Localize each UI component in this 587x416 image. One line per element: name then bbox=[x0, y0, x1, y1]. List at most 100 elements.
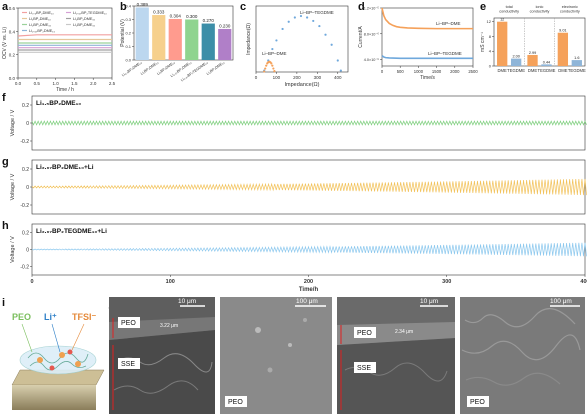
y-tick-label: -0.2 bbox=[20, 139, 29, 145]
scatter-point bbox=[293, 16, 296, 19]
category-label: TEGDME bbox=[568, 68, 586, 73]
category-label: TEGDME bbox=[538, 68, 556, 73]
electrode-slab-front bbox=[12, 385, 96, 410]
chart-d: 0 500 1000 1500 2000 2500 1.2×10⁻⁵ 8.0×10⁻⁶ 4.0×… bbox=[358, 7, 478, 82]
scatter-point bbox=[299, 14, 303, 18]
y-tick-label: 0.6 bbox=[9, 6, 16, 11]
scatter-point bbox=[270, 62, 273, 65]
bar-value-label: 9.01 bbox=[559, 29, 566, 33]
y-tick-label: 0 bbox=[26, 248, 29, 254]
series-line bbox=[381, 7, 473, 30]
legend-entry: Li₂BP₂DME₁₀ bbox=[73, 17, 96, 21]
category-label: TEGDME bbox=[507, 68, 525, 73]
scatter-point bbox=[324, 33, 327, 36]
x-tick-label: 2.5 bbox=[109, 81, 116, 86]
sem-texture bbox=[465, 372, 561, 386]
x-tick-label: 1.5 bbox=[71, 81, 78, 86]
scatter-point bbox=[287, 20, 290, 23]
y-tick-label: 1.2×10⁻⁵ bbox=[364, 7, 380, 11]
panel-letter-b: b bbox=[120, 1, 127, 13]
group-label: conductivity bbox=[530, 10, 550, 14]
scatter-point bbox=[336, 59, 339, 62]
category-label: Li₀.₅BP₂DME₁₀ bbox=[121, 60, 143, 77]
y-tick-label: 0.4 bbox=[125, 4, 131, 9]
scatter-point bbox=[312, 19, 315, 23]
scatter-point bbox=[265, 64, 268, 67]
panel-title: Li₂.₆₇BP₂TEGDME₁₀+Li bbox=[36, 228, 107, 235]
plot-frame bbox=[493, 17, 586, 67]
category-label: DME bbox=[558, 68, 568, 73]
schematic-label-peo: PEO bbox=[12, 312, 31, 322]
scatter-point bbox=[275, 39, 278, 42]
scatter-point bbox=[318, 24, 321, 28]
panel-letter-d: d bbox=[358, 1, 365, 13]
bar-value-label: 0.270 bbox=[203, 18, 215, 23]
y-tick-label: 0.2 bbox=[22, 167, 29, 173]
x-tick-label: 0.0 bbox=[15, 81, 22, 86]
thickness-label: 2.34 μm bbox=[395, 329, 413, 335]
bar-value-label: 12 bbox=[500, 18, 504, 22]
sem-texture bbox=[267, 367, 273, 373]
scatter-point bbox=[330, 43, 333, 46]
voltage-trace bbox=[31, 242, 587, 257]
scatter-point bbox=[264, 67, 267, 70]
y-axis-label: Voltage / V bbox=[10, 236, 16, 263]
bar-value-label: 1.6 bbox=[574, 56, 579, 60]
y-tick-label: -0.2 bbox=[20, 265, 29, 271]
sem-background bbox=[460, 297, 585, 414]
bar bbox=[557, 32, 569, 66]
legend-entry: Li₂.₆₇BP₂DME₁₀ bbox=[29, 29, 56, 33]
x-tick-label: 0 bbox=[255, 75, 258, 80]
y-tick-label: 0.0 bbox=[125, 58, 131, 63]
bar-value-label: 2.99 bbox=[529, 51, 536, 55]
panel-letter-a: a bbox=[2, 1, 9, 13]
y-axis-label: mS cm⁻¹ bbox=[480, 32, 486, 52]
y-tick-label: 0.2 bbox=[125, 31, 131, 36]
panel-title: Li₂.₆₇BP₂DME₁₀+Li bbox=[36, 164, 94, 171]
bar-value-label: 0.300 bbox=[186, 14, 198, 19]
sem-background bbox=[220, 297, 332, 414]
group-label: total bbox=[506, 5, 513, 9]
y-tick-label: 0 bbox=[26, 185, 29, 191]
bar bbox=[135, 7, 149, 60]
plot-frame bbox=[31, 95, 586, 151]
y-tick-label: 0.0 bbox=[9, 76, 16, 81]
schematic-label-tfsi: TFSI⁻ bbox=[72, 312, 96, 322]
legend-entry: Li₂BP₂DME₁₀ bbox=[29, 23, 52, 27]
bar bbox=[152, 15, 166, 61]
scale-bar-label: 100 μm bbox=[296, 298, 318, 305]
y-axis-label: Potential (V) bbox=[120, 19, 126, 47]
group-label: ionic bbox=[536, 5, 544, 9]
bar bbox=[497, 21, 508, 67]
panel-letter-h: h bbox=[2, 220, 9, 232]
x-tick-label: 400 bbox=[334, 75, 342, 80]
bar-value-label: 0.44 bbox=[543, 60, 550, 64]
category-label: DME bbox=[498, 68, 508, 73]
legend-entry: Li₁BP₂DME₁₀ bbox=[29, 17, 51, 21]
layer-label-box bbox=[467, 396, 489, 407]
x-tick-label: 1500 bbox=[432, 69, 442, 74]
layer-label-box bbox=[354, 327, 376, 338]
bar bbox=[218, 28, 232, 60]
bar bbox=[510, 58, 522, 66]
x-tick-label: 1.0 bbox=[52, 81, 59, 86]
sem-texture bbox=[113, 380, 199, 394]
voltage-trace bbox=[31, 178, 587, 196]
sem-image-l: 10 μm PEO SSE 2.34 μm bbox=[337, 297, 455, 414]
bar bbox=[571, 60, 582, 66]
sem-image-k: 100 μm PEO bbox=[220, 297, 332, 414]
scale-bar-label: 10 μm bbox=[178, 298, 196, 305]
legend-entry: Li₀.₅BP₂DME₁₀ bbox=[29, 11, 54, 15]
pointer-line bbox=[21, 323, 33, 353]
x-axis-label: Impedance(Ω) bbox=[285, 82, 320, 88]
series-label: Li–BP–DME bbox=[436, 21, 461, 26]
layer-label-box bbox=[118, 358, 140, 369]
scatter-point bbox=[271, 47, 274, 51]
sem-texture bbox=[464, 308, 576, 328]
x-tick-label: 2500 bbox=[468, 69, 478, 74]
layer-label-peo: PEO bbox=[228, 399, 243, 406]
plot-frame bbox=[255, 5, 349, 73]
group-label: electronic bbox=[562, 5, 578, 9]
bar-value-label: 0.304 bbox=[170, 13, 182, 18]
layer-label-box bbox=[354, 362, 376, 373]
